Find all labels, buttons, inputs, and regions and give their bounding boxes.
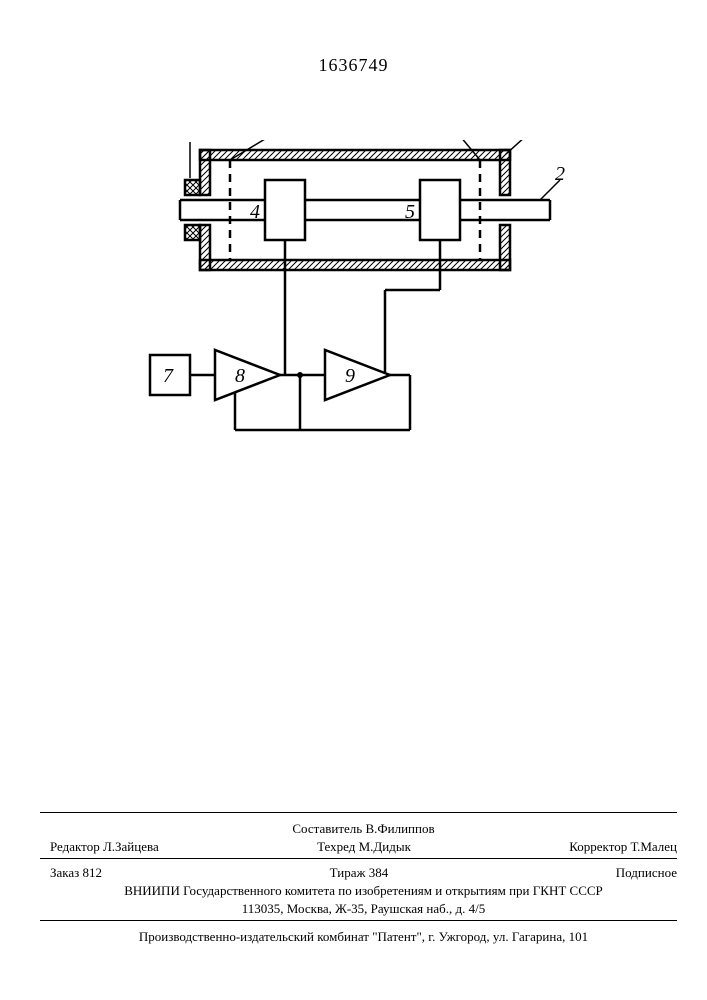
schematic-diagram: 6 3 3 1 2 4 5 7 8 9 — [130, 140, 570, 460]
label-2: 2 — [555, 163, 565, 185]
order-no: Заказ 812 — [50, 864, 102, 882]
tirage: Тираж 384 — [330, 864, 389, 882]
vniipi-line: ВНИИПИ Государственного комитета по изоб… — [50, 882, 677, 900]
credits-block: Составитель В.Филиппов Редактор Л.Зайцев… — [50, 820, 677, 856]
label-8: 8 — [235, 365, 245, 387]
order-block: Заказ 812 Тираж 384 Подписное ВНИИПИ Гос… — [50, 864, 677, 919]
subscription: Подписное — [616, 864, 677, 882]
label-6: 6 — [185, 140, 195, 145]
compiler: Составитель В.Филиппов — [292, 821, 434, 836]
printer-line: Производственно-издательский комбинат "П… — [50, 928, 677, 946]
page: 1636749 — [0, 0, 707, 1000]
document-number: 1636749 — [0, 55, 707, 76]
divider — [40, 920, 677, 921]
techred: Техред М.Дидык — [317, 838, 411, 856]
corrector: Корректор Т.Малец — [569, 838, 677, 856]
address-line: 113035, Москва, Ж-35, Раушская наб., д. … — [50, 900, 677, 918]
divider — [40, 858, 677, 859]
label-7: 7 — [163, 365, 174, 387]
label-9: 9 — [345, 365, 355, 387]
label-5: 5 — [405, 201, 415, 223]
label-4: 4 — [250, 201, 260, 223]
divider — [40, 812, 677, 813]
editor: Редактор Л.Зайцева — [50, 838, 159, 856]
